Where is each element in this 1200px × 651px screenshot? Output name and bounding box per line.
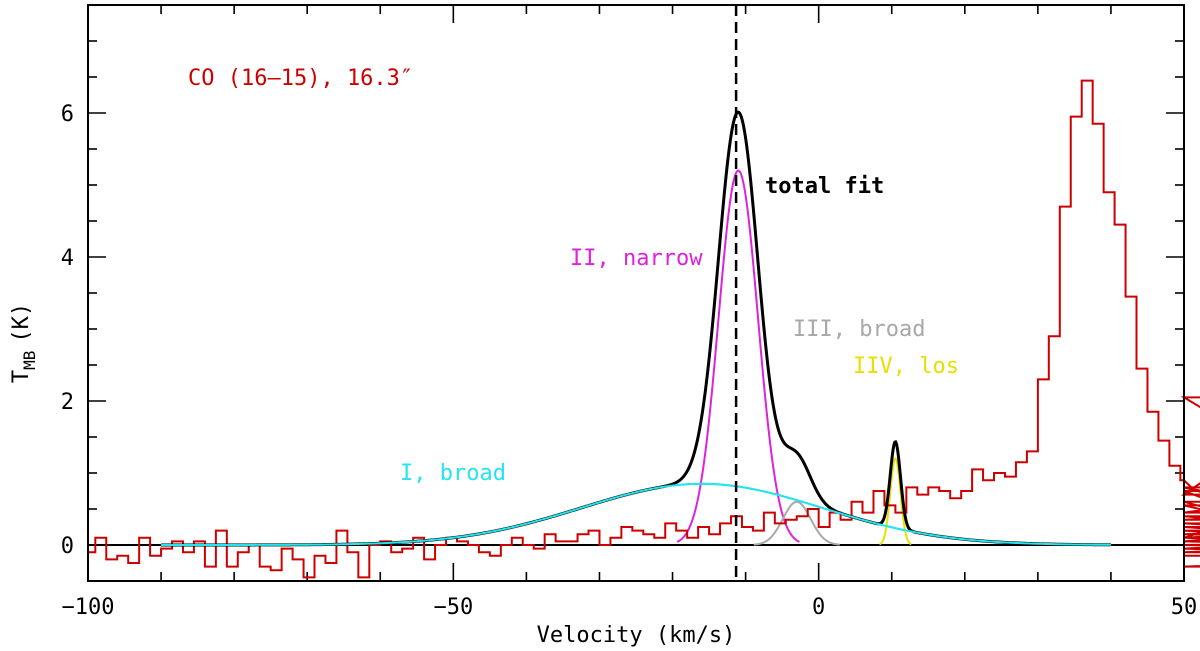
component-curve-3: [753, 500, 840, 546]
broad-component-overlay: [161, 482, 1111, 546]
x-tick-label: −100: [62, 595, 115, 620]
narrow-component-label: II, narrow: [570, 246, 703, 271]
series-layer: [88, 5, 1200, 581]
axis-ticks: [87, 4, 1185, 582]
x-tick-label: 0: [812, 595, 825, 620]
y-tick-label: 4: [61, 246, 74, 271]
y-axis-title: TMB (K): [9, 303, 39, 383]
y-axis-symbol: T: [9, 370, 34, 383]
observed-spectrum: [88, 79, 1200, 579]
tick-labels: −100 −50 0 50 0 2 4 6: [61, 102, 1198, 620]
y-axis-subscript: MB: [20, 351, 39, 370]
total-fit-curve: [161, 110, 1111, 547]
x-axis-title: Velocity (km/s): [537, 623, 736, 648]
y-axis-unit: (K): [9, 303, 34, 343]
y-tick-label: 0: [61, 534, 74, 559]
plot-frame: [87, 4, 1185, 582]
y-tick-label: 6: [61, 102, 74, 127]
total-fit-label: total fit: [765, 174, 884, 199]
x-tick-label: 50: [1171, 595, 1198, 620]
broad-iii-component-label: III, broad: [793, 317, 925, 342]
broad-i-component-label: I, broad: [400, 461, 506, 486]
x-tick-label: −50: [433, 595, 473, 620]
observed-label: CO (16–15), 16.3″: [188, 66, 413, 91]
component-curve-2: [676, 169, 800, 543]
y-tick-label: 2: [61, 390, 74, 415]
component-curve-4: [879, 457, 912, 546]
los-component-label: IIV, los: [853, 354, 959, 379]
svg-text:TMB(K): TMB (K): [9, 303, 39, 383]
